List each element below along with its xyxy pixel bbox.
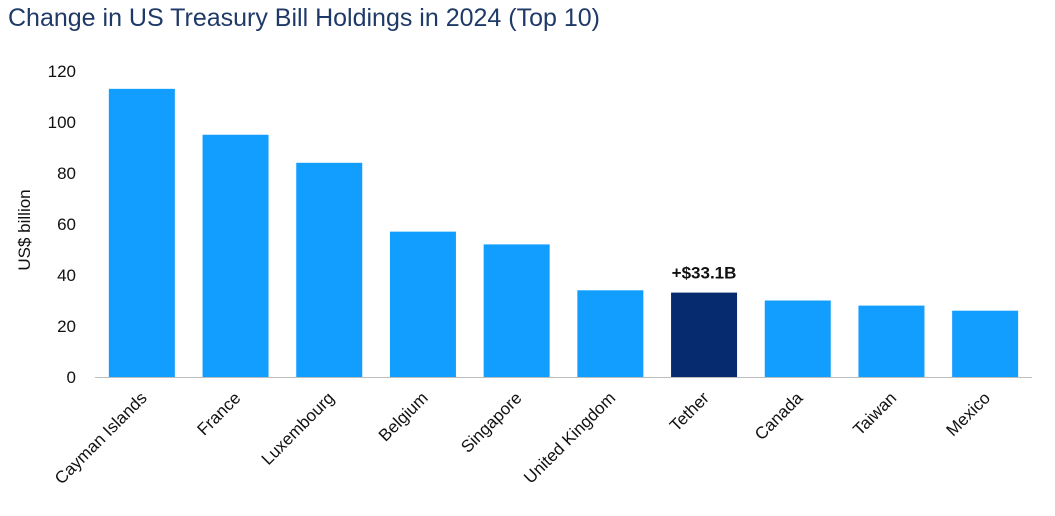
x-tick-label: Singapore bbox=[457, 388, 525, 456]
bar-tether bbox=[671, 292, 738, 377]
bar-mexico bbox=[952, 310, 1019, 377]
x-tick-label: United Kingdom bbox=[520, 388, 619, 487]
chart-title: Change in US Treasury Bill Holdings in 2… bbox=[8, 4, 600, 32]
x-axis-labels: Cayman Islands France Luxembourg Belgium Sin… bbox=[51, 388, 994, 488]
y-tick-label: 40 bbox=[57, 266, 76, 285]
y-axis-label: US$ billion bbox=[15, 189, 34, 270]
bar-luxembourg bbox=[296, 162, 363, 377]
y-tick-label: 100 bbox=[48, 113, 76, 132]
y-axis-ticks: 0 20 40 60 80 100 120 bbox=[48, 62, 76, 387]
tether-value-annotation: +$33.1B bbox=[672, 264, 737, 283]
y-tick-label: 60 bbox=[57, 215, 76, 234]
x-tick-label: France bbox=[194, 388, 245, 439]
bar-taiwan bbox=[858, 305, 925, 377]
bar-belgium bbox=[389, 231, 456, 377]
x-tick-label: Belgium bbox=[375, 388, 432, 445]
x-tick-label: Luxembourg bbox=[258, 388, 338, 468]
x-tick-label: Taiwan bbox=[849, 388, 900, 439]
x-tick-label: Tether bbox=[666, 388, 713, 435]
y-tick-label: 20 bbox=[57, 317, 76, 336]
y-tick-label: 0 bbox=[67, 368, 76, 387]
x-tick-label: Cayman Islands bbox=[51, 388, 151, 488]
bars bbox=[108, 88, 1019, 377]
y-tick-label: 120 bbox=[48, 62, 76, 81]
bar-united-kingdom bbox=[577, 290, 644, 377]
x-tick-label: Mexico bbox=[942, 388, 994, 440]
bar-cayman-islands bbox=[108, 88, 175, 377]
y-tick-label: 80 bbox=[57, 164, 76, 183]
x-tick-label: Canada bbox=[751, 388, 807, 444]
bar-france bbox=[202, 134, 269, 377]
bar-singapore bbox=[483, 244, 550, 377]
bar-canada bbox=[764, 300, 831, 377]
